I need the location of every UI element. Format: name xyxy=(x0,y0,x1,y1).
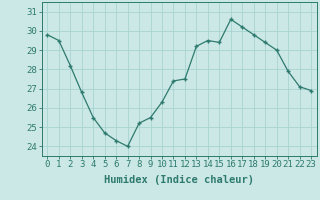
X-axis label: Humidex (Indice chaleur): Humidex (Indice chaleur) xyxy=(104,175,254,185)
